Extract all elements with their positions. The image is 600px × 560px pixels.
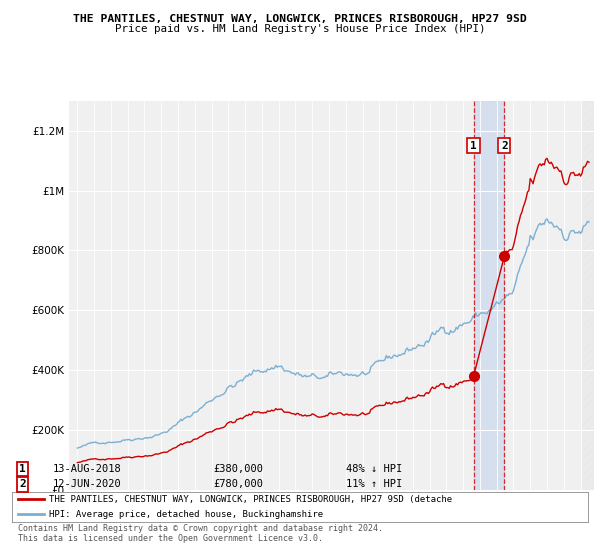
Text: 12-JUN-2020: 12-JUN-2020 (52, 479, 121, 489)
Text: 1: 1 (19, 464, 26, 474)
Bar (473, 101, 504, 490)
Text: 2: 2 (501, 141, 508, 151)
Text: 13-AUG-2018: 13-AUG-2018 (52, 464, 121, 474)
Text: THE PANTILES, CHESTNUT WAY, LONGWICK, PRINCES RISBOROUGH, HP27 9SD (detache: THE PANTILES, CHESTNUT WAY, LONGWICK, PR… (49, 494, 452, 504)
Text: £380,000: £380,000 (214, 464, 263, 474)
Text: HPI: Average price, detached house, Buckinghamshire: HPI: Average price, detached house, Buck… (49, 510, 323, 519)
Text: £780,000: £780,000 (214, 479, 263, 489)
Text: Contains HM Land Registry data © Crown copyright and database right 2024.
This d: Contains HM Land Registry data © Crown c… (18, 524, 383, 543)
Text: Price paid vs. HM Land Registry's House Price Index (HPI): Price paid vs. HM Land Registry's House … (115, 24, 485, 34)
Text: 48% ↓ HPI: 48% ↓ HPI (346, 464, 403, 474)
Text: 2: 2 (19, 479, 26, 489)
Text: THE PANTILES, CHESTNUT WAY, LONGWICK, PRINCES RISBOROUGH, HP27 9SD: THE PANTILES, CHESTNUT WAY, LONGWICK, PR… (73, 14, 527, 24)
Text: 1: 1 (470, 141, 477, 151)
Bar (581, 101, 594, 490)
Text: 11% ↑ HPI: 11% ↑ HPI (346, 479, 403, 489)
